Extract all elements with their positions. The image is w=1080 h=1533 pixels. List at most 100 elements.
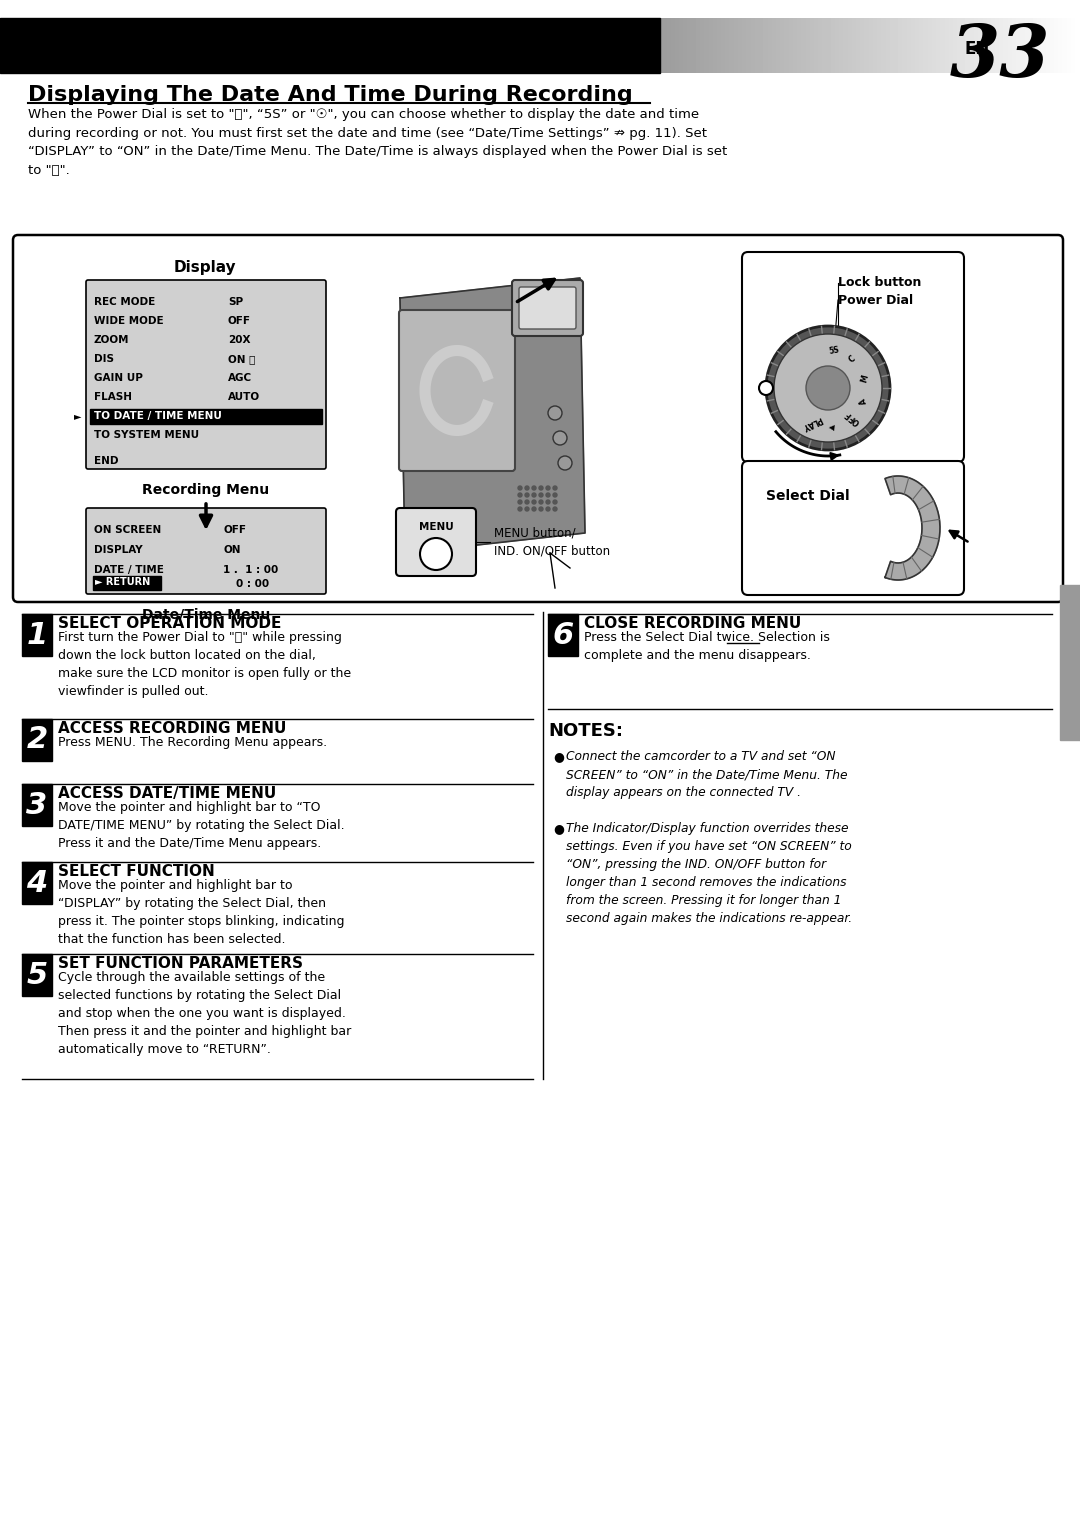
Text: When the Power Dial is set to "Ⓜ", “5S” or "☉", you can choose whether to displa: When the Power Dial is set to "Ⓜ", “5S” …	[28, 107, 727, 176]
Text: END: END	[94, 455, 119, 466]
Text: NOTES:: NOTES:	[548, 722, 623, 740]
Circle shape	[525, 507, 529, 510]
Text: ●: ●	[553, 822, 564, 835]
Circle shape	[518, 494, 522, 497]
Text: WIDE MODE: WIDE MODE	[94, 316, 164, 327]
Text: FLASH: FLASH	[94, 392, 132, 402]
Text: ► RETURN: ► RETURN	[95, 576, 150, 587]
Circle shape	[525, 500, 529, 504]
FancyBboxPatch shape	[399, 310, 515, 471]
Circle shape	[553, 507, 557, 510]
Text: 0 : 00: 0 : 00	[237, 579, 269, 589]
Circle shape	[774, 334, 882, 442]
Circle shape	[806, 366, 850, 409]
Text: Date/Time Menu: Date/Time Menu	[141, 609, 270, 622]
Bar	[548, 615, 578, 656]
Text: SP: SP	[228, 297, 243, 307]
Circle shape	[539, 500, 543, 504]
Text: 4: 4	[26, 869, 48, 897]
Text: 1: 1	[26, 621, 48, 650]
FancyBboxPatch shape	[86, 281, 326, 469]
Text: Cycle through the available settings of the
selected functions by rotating the S: Cycle through the available settings of …	[58, 970, 351, 1056]
Text: First turn the Power Dial to "Ⓜ" while pressing
down the lock button located on : First turn the Power Dial to "Ⓜ" while p…	[58, 632, 351, 698]
Text: ON ⓓ: ON ⓓ	[228, 354, 255, 363]
FancyBboxPatch shape	[742, 461, 964, 595]
Circle shape	[518, 507, 522, 510]
Text: 3: 3	[26, 791, 48, 820]
FancyBboxPatch shape	[519, 287, 576, 330]
Text: ●: ●	[553, 750, 564, 763]
Text: MENU button/: MENU button/	[494, 527, 576, 540]
Circle shape	[766, 327, 890, 451]
Text: ACCESS DATE/TIME MENU: ACCESS DATE/TIME MENU	[58, 786, 276, 802]
Text: GAIN UP: GAIN UP	[94, 373, 143, 383]
Text: OFF: OFF	[222, 524, 246, 535]
Circle shape	[546, 500, 550, 504]
FancyBboxPatch shape	[512, 281, 583, 336]
Circle shape	[553, 494, 557, 497]
Text: 6: 6	[552, 621, 573, 650]
Text: 5: 5	[26, 961, 48, 989]
Text: 1 .  1 : 00: 1 . 1 : 00	[222, 566, 279, 575]
Text: REC MODE: REC MODE	[94, 297, 156, 307]
FancyBboxPatch shape	[742, 251, 964, 461]
Circle shape	[420, 538, 453, 570]
Circle shape	[532, 486, 536, 491]
Text: SELECT OPERATION MODE: SELECT OPERATION MODE	[58, 616, 282, 632]
Text: SELECT FUNCTION: SELECT FUNCTION	[58, 865, 215, 878]
Circle shape	[548, 406, 562, 420]
Text: Move the pointer and highlight bar to
“DISPLAY” by rotating the Select Dial, the: Move the pointer and highlight bar to “D…	[58, 878, 345, 946]
Bar	[22, 862, 52, 904]
Circle shape	[518, 486, 522, 491]
Text: ZOOM: ZOOM	[94, 336, 130, 345]
Text: DIS: DIS	[94, 354, 114, 363]
Circle shape	[558, 455, 572, 471]
Text: AGC: AGC	[228, 373, 252, 383]
Text: Press MENU. The Recording Menu appears.: Press MENU. The Recording Menu appears.	[58, 736, 327, 750]
Text: PLAY: PLAY	[800, 414, 823, 431]
Bar	[90, 409, 322, 425]
Text: TO SYSTEM MENU: TO SYSTEM MENU	[94, 429, 199, 440]
Circle shape	[539, 494, 543, 497]
FancyBboxPatch shape	[396, 507, 476, 576]
Text: A: A	[859, 397, 869, 405]
Circle shape	[546, 486, 550, 491]
Text: MENU: MENU	[419, 523, 454, 532]
Bar	[22, 954, 52, 996]
Bar	[22, 719, 52, 760]
Text: Press the Select Dial twice. Selection is
complete and the menu disappears.: Press the Select Dial twice. Selection i…	[584, 632, 829, 662]
Text: Lock button: Lock button	[838, 276, 921, 290]
Text: IND. ON/OFF button: IND. ON/OFF button	[494, 544, 610, 556]
Text: DATE / TIME: DATE / TIME	[94, 566, 164, 575]
Circle shape	[539, 486, 543, 491]
Bar	[1059, 586, 1080, 740]
Text: 5S: 5S	[828, 345, 840, 356]
Text: OFF: OFF	[843, 408, 862, 426]
Circle shape	[518, 500, 522, 504]
Text: Recording Menu: Recording Menu	[143, 483, 270, 497]
Text: ▶: ▶	[828, 422, 835, 431]
Text: EN: EN	[966, 40, 990, 58]
Text: Connect the camcorder to a TV and set “ON
SCREEN” to “ON” in the Date/Time Menu.: Connect the camcorder to a TV and set “O…	[566, 750, 848, 799]
Circle shape	[553, 431, 567, 445]
Text: ON: ON	[222, 546, 241, 555]
FancyBboxPatch shape	[86, 507, 326, 593]
Circle shape	[532, 494, 536, 497]
Text: Display: Display	[174, 261, 237, 274]
Text: The Indicator/Display function overrides these
settings. Even if you have set “O: The Indicator/Display function overrides…	[566, 822, 852, 924]
Text: ►: ►	[75, 411, 81, 422]
Bar	[93, 576, 161, 590]
Circle shape	[539, 507, 543, 510]
Circle shape	[546, 507, 550, 510]
Text: ON SCREEN: ON SCREEN	[94, 524, 161, 535]
Text: CLOSE RECORDING MENU: CLOSE RECORDING MENU	[584, 616, 801, 632]
Circle shape	[525, 486, 529, 491]
Text: TO DATE / TIME MENU: TO DATE / TIME MENU	[94, 411, 221, 422]
Text: DISPLAY: DISPLAY	[94, 546, 143, 555]
Bar	[22, 783, 52, 826]
Bar	[0, 18, 660, 74]
Text: C: C	[848, 354, 858, 365]
Circle shape	[532, 500, 536, 504]
Text: SET FUNCTION PARAMETERS: SET FUNCTION PARAMETERS	[58, 957, 303, 970]
Circle shape	[525, 494, 529, 497]
